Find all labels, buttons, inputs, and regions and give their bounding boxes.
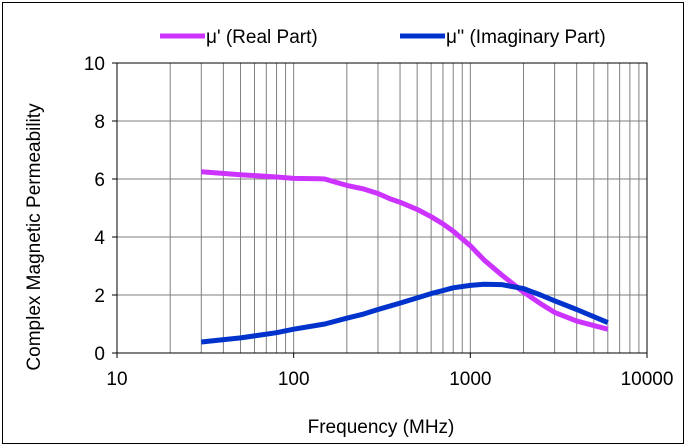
y-axis-label: Complex Magnetic Permeability bbox=[24, 103, 45, 371]
y-tick-label: 8 bbox=[94, 112, 105, 133]
y-tick-label: 10 bbox=[84, 54, 105, 75]
chart-frame bbox=[2, 2, 684, 444]
x-tick-label: 100 bbox=[278, 369, 310, 390]
legend: μ' (Real Part) μ'' (Imaginary Part) bbox=[160, 27, 606, 48]
y-tick-label: 6 bbox=[94, 170, 105, 191]
series-line-real bbox=[201, 169, 609, 332]
x-tick-label: 1000 bbox=[449, 369, 491, 390]
series-layer bbox=[201, 169, 609, 345]
legend-label-imaginary: μ'' (Imaginary Part) bbox=[446, 27, 606, 48]
y-tick-label: 2 bbox=[94, 286, 105, 307]
y-tick-label: 0 bbox=[94, 344, 105, 365]
series-line-imaginary bbox=[201, 281, 609, 345]
x-tick-label: 10000 bbox=[621, 369, 674, 390]
y-tick-label: 4 bbox=[94, 228, 105, 249]
grid-lines bbox=[117, 63, 647, 353]
tick-labels: 0 2 4 6 8 10 10 100 1000 10000 bbox=[84, 54, 674, 390]
x-tick-label: 10 bbox=[106, 369, 127, 390]
x-axis-label: Frequency (MHz) bbox=[308, 417, 455, 438]
legend-label-real: μ' (Real Part) bbox=[206, 27, 318, 48]
plot-area-border bbox=[116, 62, 648, 354]
